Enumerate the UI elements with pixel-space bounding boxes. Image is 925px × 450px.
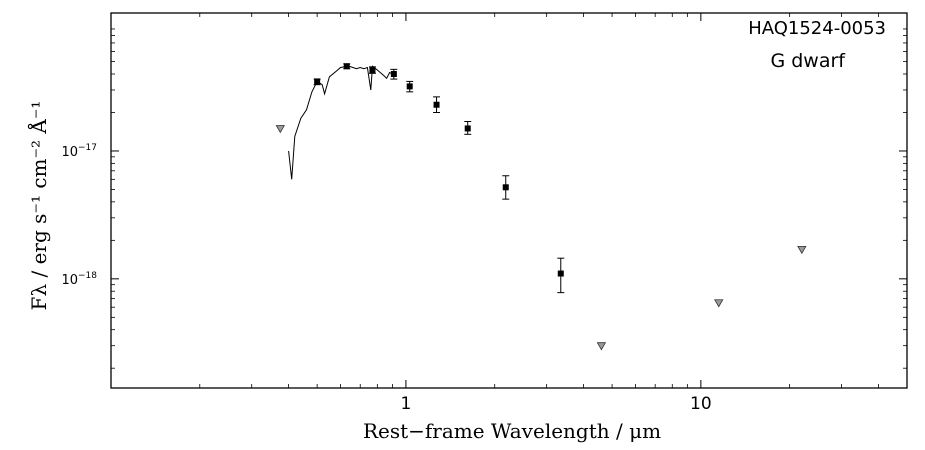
- data-point: [314, 78, 321, 85]
- data-point: [433, 101, 440, 108]
- upper-limit-marker: [797, 245, 807, 255]
- axes-layer: [110, 12, 908, 389]
- data-point: [406, 83, 413, 90]
- y-axis-label: Fλ / erg s⁻¹ cm⁻² Å⁻¹: [26, 101, 51, 311]
- upper-limit-marker: [596, 342, 607, 351]
- data-point: [557, 270, 564, 277]
- x-tick-label: 10: [690, 394, 712, 414]
- data-point: [369, 66, 376, 73]
- object-type-annotation: G dwarf: [770, 50, 846, 72]
- y-tick-label: 10−18: [61, 271, 97, 288]
- plot-frame: [110, 12, 908, 389]
- data-point: [502, 184, 509, 191]
- object-name-annotation: HAQ1524-0053: [748, 18, 886, 39]
- template-spectrum-line: [288, 65, 393, 180]
- x-axis-label: Rest−frame Wavelength / μm: [363, 419, 661, 443]
- upper-limit-marker: [275, 125, 285, 134]
- x-tick-label: 1: [401, 394, 412, 414]
- data-point: [343, 63, 350, 70]
- y-tick-label: 10−17: [61, 143, 97, 160]
- data-point: [390, 71, 397, 78]
- text-layer: 1 10 10−18 10−17 HAQ1524-0053 G dwarf Rest−fra…: [26, 18, 886, 443]
- data-point: [464, 125, 471, 132]
- data-layer: [275, 63, 807, 351]
- upper-limit-marker: [714, 299, 724, 308]
